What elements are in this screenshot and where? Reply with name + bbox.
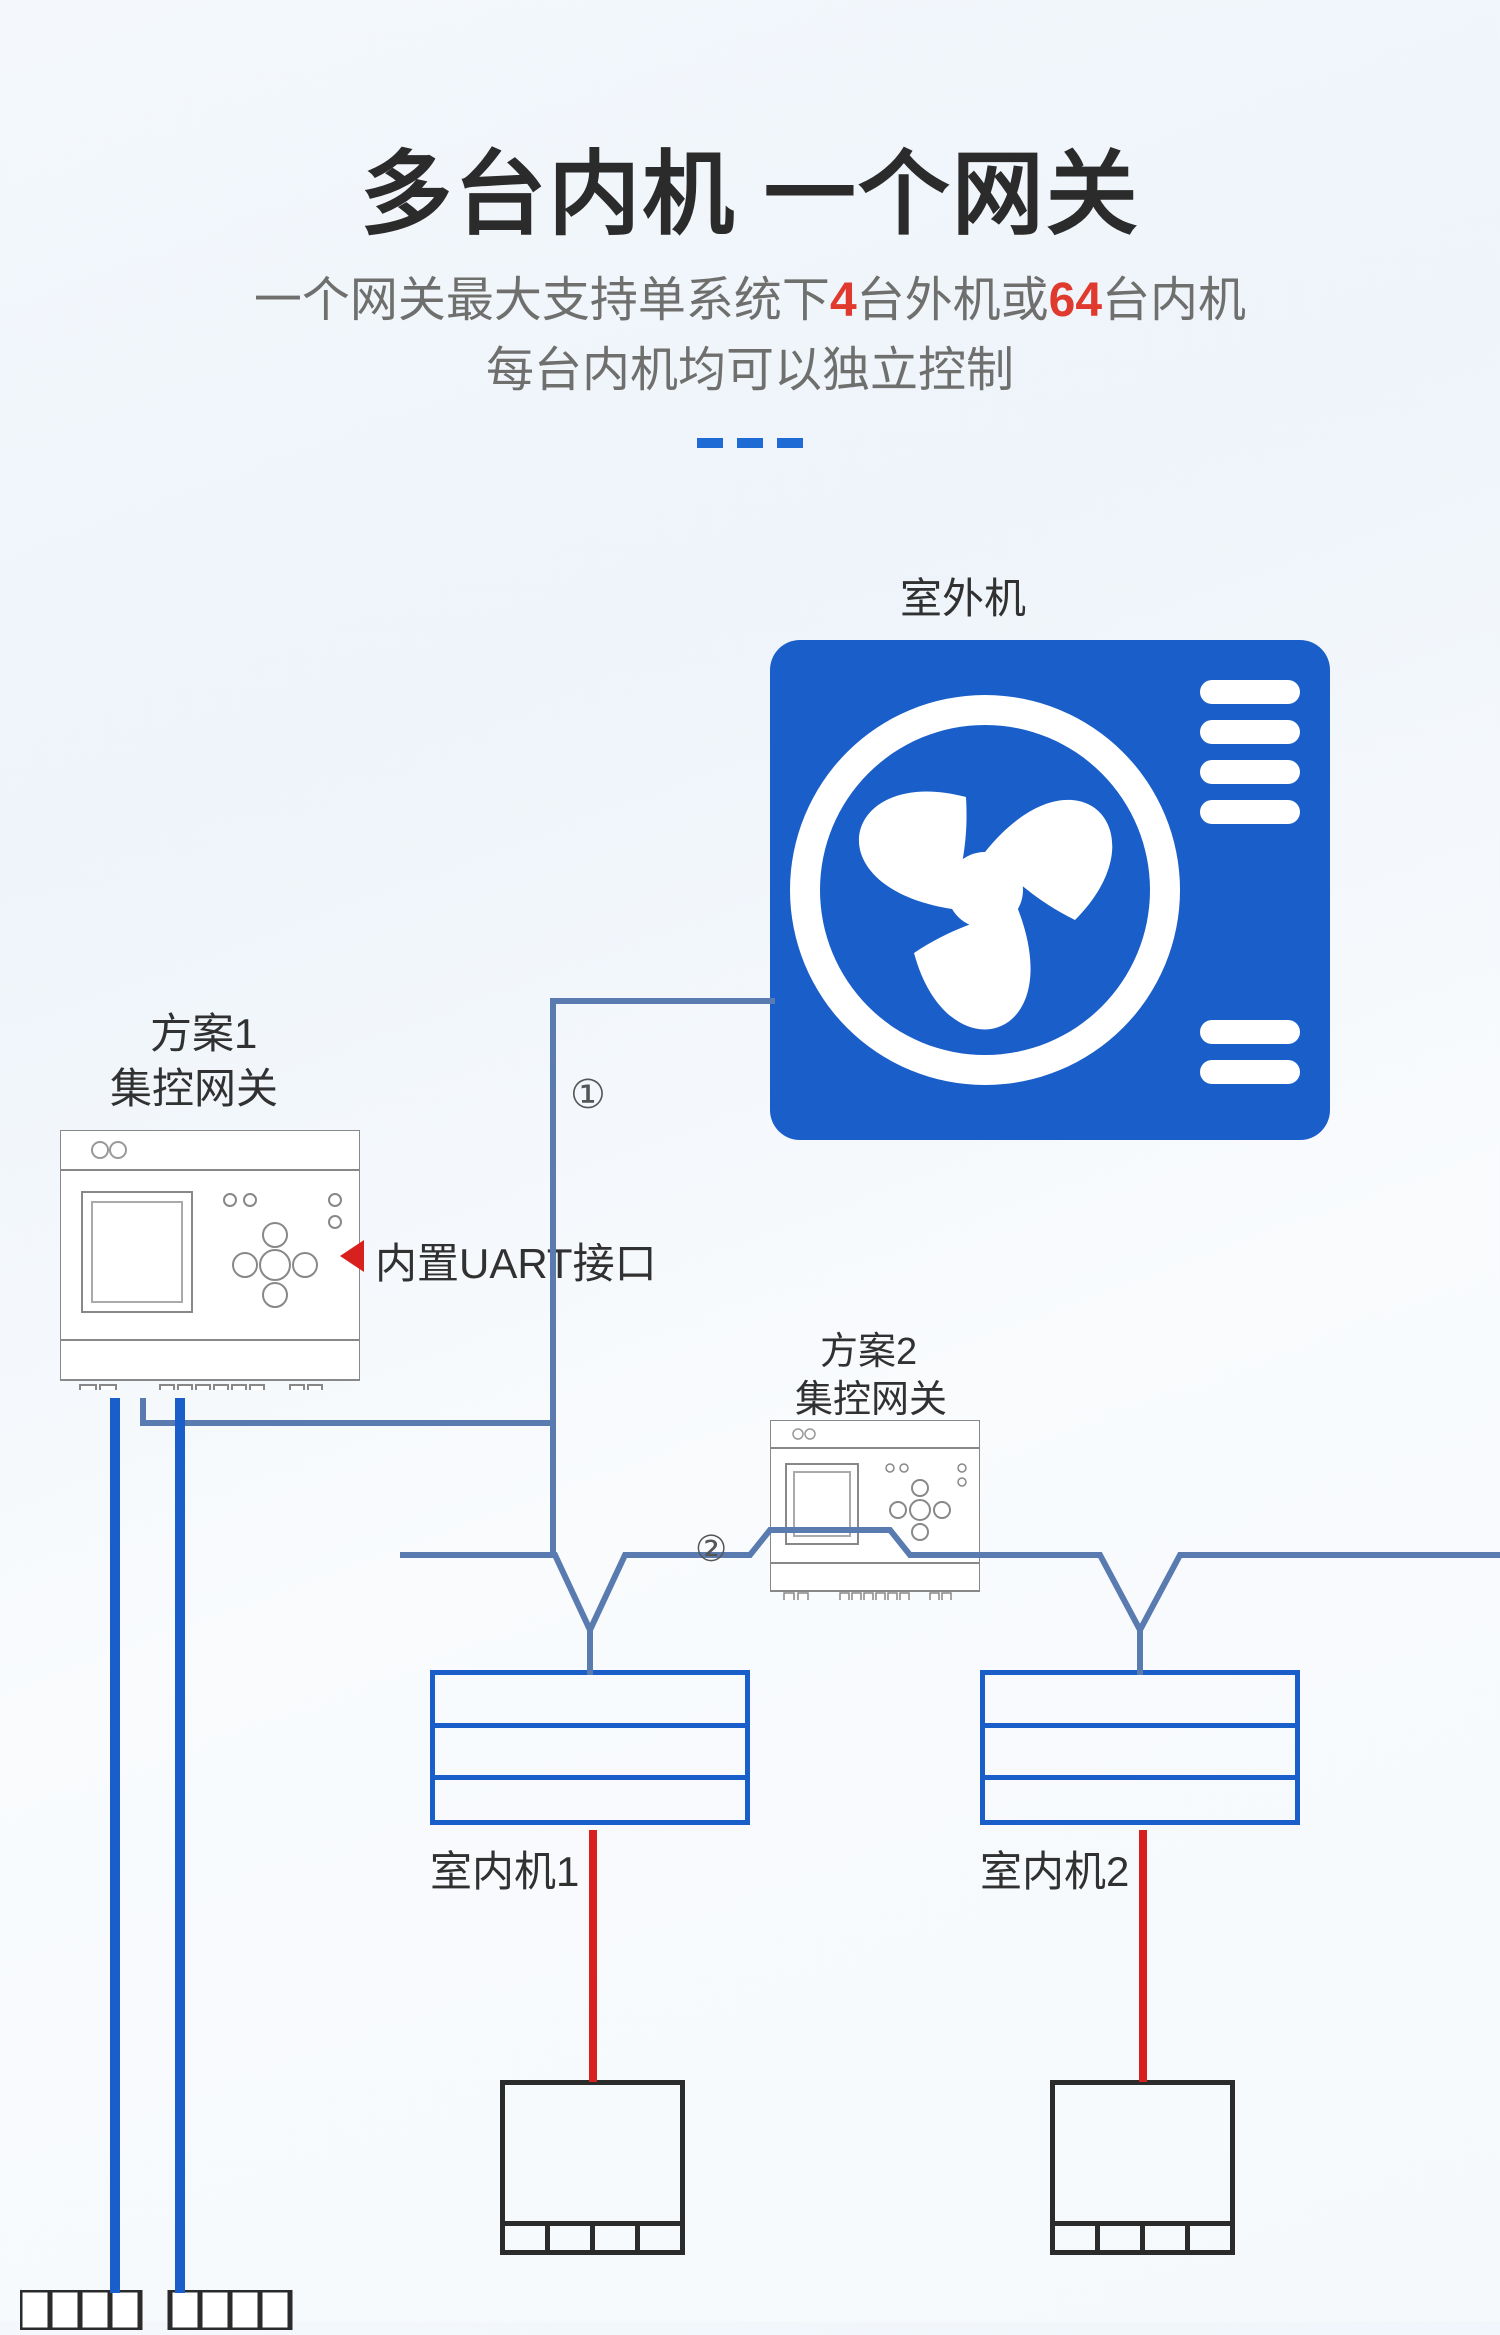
subtitle-part-c: 台内机 xyxy=(1102,274,1246,327)
conn-red-2 xyxy=(1139,1830,1147,2082)
subtitle-part-a: 一个网关最大支持单系统下 xyxy=(254,274,830,327)
outdoor-unit-icon xyxy=(770,640,1330,1140)
indoor-unit-1-label: 室内机1 xyxy=(430,1838,579,1899)
highlight-number-1: 4 xyxy=(830,274,857,327)
conn-red-1 xyxy=(589,1830,597,2082)
indoor-unit-2-label: 室内机2 xyxy=(980,1838,1129,1899)
terminal-box-2-icon xyxy=(1050,2080,1235,2255)
bottom-device-crop-icon xyxy=(20,2290,300,2330)
uart-label: 内置UART接口 xyxy=(375,1230,657,1291)
conn-blue-vert-a xyxy=(110,1398,120,2293)
terminal-box-1-icon xyxy=(500,2080,685,2255)
subtitle-part-b: 台外机或 xyxy=(857,274,1049,327)
conn-gw1-stub xyxy=(140,1398,146,1426)
plan2-label-line2: 集控网关 xyxy=(795,1368,947,1423)
conn-line-2-dash xyxy=(1490,1548,1500,1562)
subtitle-line-2: 每台内机均可以独立控制 xyxy=(0,330,1500,400)
conn-drop-indoor2 xyxy=(1137,1625,1143,1675)
conn-line-1-vert-upper xyxy=(550,1140,556,1420)
conn-line-1-stub xyxy=(550,998,556,1146)
highlight-number-2: 64 xyxy=(1049,274,1102,327)
conn-line-2-bus xyxy=(400,1500,1500,1700)
title-divider xyxy=(697,438,803,448)
circle-1-badge: ① xyxy=(570,1072,606,1118)
plan1-label-line2: 集控网关 xyxy=(110,1055,278,1116)
plan1-label-line1: 方案1 xyxy=(150,1000,257,1061)
conn-gw1-horiz xyxy=(140,1420,556,1426)
outdoor-unit-label: 室外机 xyxy=(900,565,1026,626)
plan2-label-line1: 方案2 xyxy=(820,1320,917,1375)
conn-line-1-to-outdoor xyxy=(550,998,775,1004)
circle-2-badge: ② xyxy=(695,1528,727,1570)
conn-blue-vert-b xyxy=(175,1398,185,2293)
gateway1-device-icon xyxy=(60,1130,360,1390)
page-title: 多台内机 一个网关 xyxy=(0,120,1500,253)
uart-pointer-icon xyxy=(340,1240,364,1272)
subtitle-line-1: 一个网关最大支持单系统下4台外机或64台内机 xyxy=(0,260,1500,330)
conn-drop-indoor1 xyxy=(587,1625,593,1675)
